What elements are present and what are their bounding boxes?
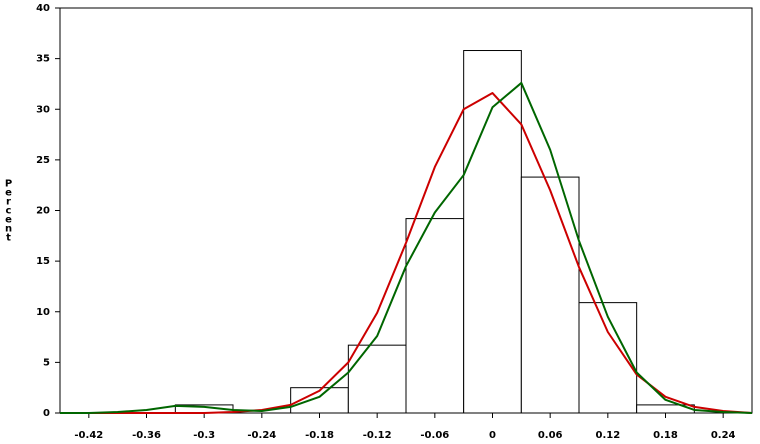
histogram-bar: [578, 302, 638, 414]
x-tick-label: -0.12: [363, 430, 392, 441]
y-tick-label: 30: [36, 104, 50, 115]
x-tick-label: 0.24: [711, 430, 736, 441]
y-tick-label: 20: [36, 206, 50, 217]
y-tick-label: 15: [36, 256, 50, 267]
y-tick-label: 5: [43, 357, 50, 368]
y-tick-label: 35: [36, 54, 50, 65]
y-axis-label: Percent: [3, 179, 14, 242]
y-tick-label: 0: [43, 408, 50, 419]
histogram-bar: [347, 344, 407, 414]
x-tick-label: 0.12: [595, 430, 620, 441]
density-curve: [60, 81, 753, 414]
x-tick-label: 0.18: [653, 430, 678, 441]
y-tick-label: 25: [36, 155, 50, 166]
x-tick-label: -0.24: [247, 430, 276, 441]
histogram-bar: [520, 176, 580, 414]
density-curve: [60, 92, 753, 414]
x-tick-label: -0.3: [193, 430, 215, 441]
histogram-bar: [463, 50, 522, 414]
x-tick-label: -0.42: [74, 430, 103, 441]
histogram-bar: [405, 218, 465, 414]
x-tick-label: 0.06: [538, 430, 563, 441]
y-tick-label: 40: [36, 3, 50, 14]
y-tick-label: 10: [36, 307, 50, 318]
x-tick-label: -0.18: [305, 430, 334, 441]
x-tick-label: 0: [489, 430, 496, 441]
x-tick-label: -0.36: [132, 430, 161, 441]
x-tick-label: -0.06: [420, 430, 449, 441]
